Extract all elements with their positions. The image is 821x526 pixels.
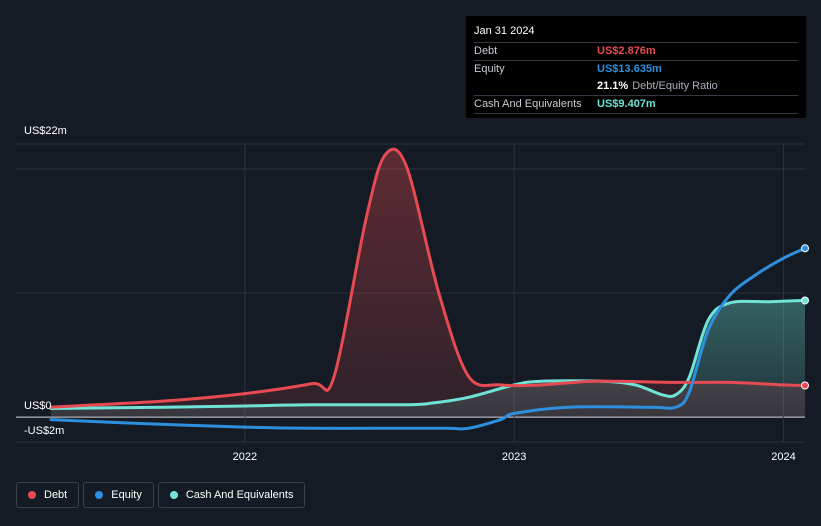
tooltip-cash-value: US$9.407m (597, 98, 656, 110)
tooltip-equity-value: US$13.635m (597, 63, 662, 75)
tooltip-ratio-row: 21.1% Debt/Equity Ratio (474, 78, 798, 96)
legend-cash-label: Cash And Equivalents (185, 489, 294, 501)
tooltip-debt-row: Debt US$2.876m (474, 43, 798, 61)
legend-debt-label: Debt (44, 489, 68, 501)
y-axis-bottom-label: -US$2m (24, 425, 65, 437)
debt-area (51, 149, 805, 418)
x-tick-label-2023: 2023 (501, 451, 527, 463)
tooltip-debt-value: US$2.876m (597, 45, 656, 57)
legend-item-equity[interactable]: Equity (83, 482, 154, 508)
tooltip-debt-label: Debt (474, 45, 498, 57)
tooltip-cash-row: Cash And Equivalents US$9.407m (474, 96, 798, 114)
debt-line (49, 147, 807, 409)
tooltip-ratio-label: Debt/Equity Ratio (632, 80, 718, 92)
legend-cash-dot-icon (169, 491, 178, 499)
equity-end-point (801, 244, 809, 253)
tooltip-ratio-value: 21.1% (597, 80, 629, 92)
legend: Debt Equity Cash And Equivalents (16, 482, 306, 508)
tooltip-date: Jan 31 2024 (474, 16, 798, 43)
legend-item-debt[interactable]: Debt (16, 482, 80, 508)
legend-debt-dot-icon (28, 491, 36, 499)
cash-and-equivalents-line (49, 298, 807, 410)
legend-item-cash[interactable]: Cash And Equivalents (157, 482, 306, 508)
series-layer (49, 147, 809, 431)
tooltip-equity-row: Equity US$13.635m (474, 61, 798, 78)
tooltip-equity-label: Equity (474, 63, 505, 75)
tooltip-cash-label: Cash And Equivalents (474, 98, 582, 110)
tooltip: Jan 31 2024 Debt US$2.876m Equity US$13.… (466, 16, 806, 118)
x-tick-label-2022: 2022 (232, 451, 258, 463)
equity-line (49, 246, 807, 431)
x-tick-label-2024: 2024 (771, 451, 796, 463)
legend-equity-label: Equity (111, 489, 142, 501)
y-axis-top-label: US$22m (24, 125, 67, 137)
legend-equity-dot-icon (95, 491, 104, 499)
cash-and-equivalents-end-point (801, 296, 809, 305)
debt-end-point (801, 381, 809, 390)
y-axis-zero-label: US$0 (24, 400, 52, 412)
